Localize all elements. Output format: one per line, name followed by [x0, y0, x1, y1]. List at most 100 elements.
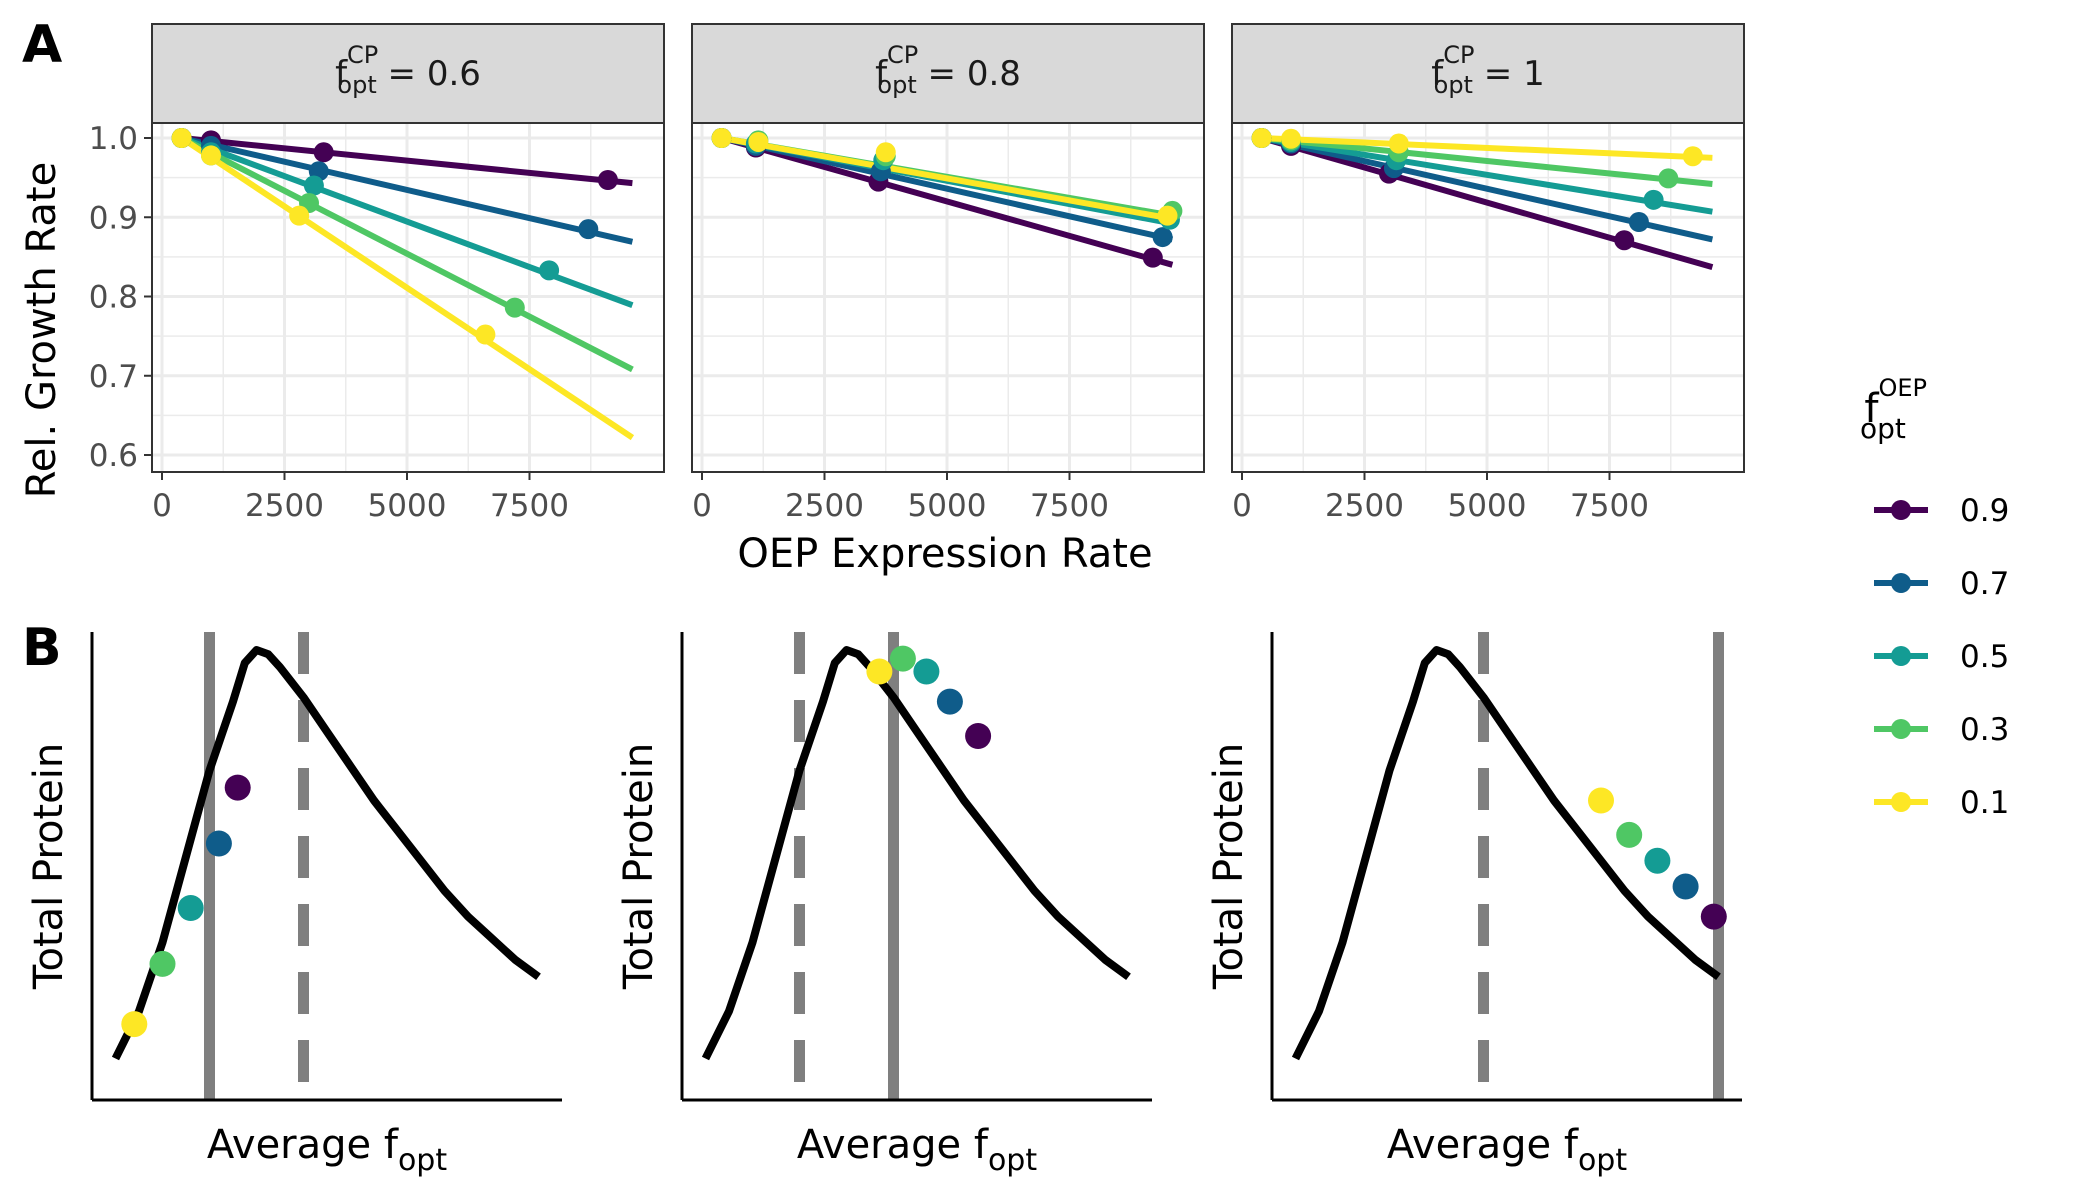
data-point-0.1 — [1281, 128, 1301, 149]
facet-strip — [691, 23, 1205, 124]
legend-item-label: 0.9 — [1960, 493, 2009, 529]
strip-label-sub: opt — [337, 71, 376, 99]
fit-line-0.7 — [180, 135, 634, 245]
x-tick-label: 7500 — [1030, 488, 1109, 524]
optimum-point-0.1 — [1588, 787, 1614, 814]
facet-strip — [1231, 23, 1745, 124]
strip-label-value: = 0.8 — [917, 54, 1021, 94]
legend-key-point-0.5 — [1891, 646, 1911, 666]
x-tick-label: 5000 — [368, 488, 447, 524]
y-tick-label: 0.6 — [89, 438, 138, 474]
optimum-point-0.1 — [121, 1011, 148, 1038]
y-axis-title: Total Protein — [616, 743, 662, 990]
y-axis-title: Total Protein — [1206, 743, 1252, 990]
data-point-0.7 — [578, 219, 599, 240]
fit-line-0.3 — [180, 135, 634, 373]
legend-item-label: 0.5 — [1960, 639, 2009, 675]
facet-strip-label: fCP opt = 1 — [1431, 41, 1544, 99]
y-tick-label: 0.7 — [89, 359, 138, 395]
optimum-point-0.3 — [149, 950, 176, 977]
strip-label-main: f — [335, 54, 348, 94]
strip-label-main: f — [1431, 54, 1444, 94]
optimum-point-0.5 — [913, 658, 940, 685]
strip-label-sup: CP — [347, 41, 378, 69]
data-point-0.5 — [1643, 189, 1664, 210]
x-tick-label: 7500 — [1570, 488, 1649, 524]
panel-a-facet-1: fCP opt = 0.6 0 2500 5000 7500 0.6 0.7 0.8 0.9 1.0 — [89, 23, 665, 524]
total-protein-curve — [111, 646, 541, 1061]
data-point-0.1 — [875, 142, 896, 163]
x-axis-title-sub: opt — [988, 1143, 1037, 1178]
fit-line-0.3 — [1261, 135, 1713, 187]
data-point-0.7 — [1628, 212, 1649, 233]
x-axis-title: Average fopt — [207, 1122, 447, 1178]
fit-line-0.5 — [180, 135, 634, 309]
strip-label-sub: opt — [1434, 71, 1473, 99]
optimum-point-0.7 — [936, 688, 963, 715]
data-point-0.1 — [171, 128, 192, 148]
x-axis-title-main: Average f — [207, 1122, 399, 1168]
x-tick-label: 7500 — [490, 488, 569, 524]
y-axis-title: Total Protein — [26, 743, 72, 990]
x-tick-label: 0 — [152, 488, 172, 524]
x-tick-label: 5000 — [1448, 488, 1527, 524]
x-tick-label: 2500 — [245, 488, 324, 524]
data-point-0.1 — [1388, 133, 1409, 154]
data-point-0.1 — [475, 324, 496, 345]
panel-letter-a: A — [22, 15, 62, 75]
facet-strip — [151, 23, 665, 124]
legend-key-point-0.3 — [1891, 719, 1911, 739]
data-point-0.1 — [748, 131, 769, 152]
panel-b-facet-3: Total Protein Average fopt — [1206, 632, 1742, 1178]
legend-item-label: 0.7 — [1960, 566, 2009, 602]
x-axis-title-sub: opt — [1578, 1143, 1627, 1178]
optimum-point-0.3 — [1616, 821, 1643, 848]
strip-label-value: = 0.6 — [377, 54, 481, 94]
data-point-0.1 — [711, 128, 732, 148]
fit-line-0.9 — [181, 135, 633, 187]
x-axis-title: Average fopt — [797, 1122, 1037, 1178]
optimum-point-0.9 — [1700, 903, 1727, 930]
strip-label-sub: opt — [877, 71, 916, 99]
panel-a-y-axis-title: Rel. Growth Rate — [19, 162, 65, 498]
total-protein-curve — [1291, 646, 1721, 1061]
optimum-point-0.5 — [1644, 847, 1671, 874]
panel-a: fCP opt = 0.60 2500 5000 75000.60.70.80.91.0… — [89, 23, 1745, 524]
legend-item-label: 0.3 — [1960, 712, 2009, 748]
data-point-0.1 — [201, 145, 221, 166]
data-point-0.1 — [1251, 128, 1272, 148]
legend-title: fOEP opt — [1860, 374, 1927, 445]
optimum-point-0.1 — [866, 658, 893, 685]
strip-label-main: f — [875, 54, 888, 94]
strip-label-sup: CP — [1443, 41, 1474, 69]
data-point-0.1 — [1682, 146, 1703, 167]
strip-label-sup: CP — [887, 41, 918, 69]
facet-strip-label: fCP opt = 0.8 — [875, 41, 1021, 99]
x-tick-label: 0 — [1232, 488, 1252, 524]
optimum-point-0.9 — [965, 723, 992, 749]
fit-line-0.1 — [179, 135, 635, 441]
facet-strip-label: fCP opt = 0.6 — [335, 41, 481, 99]
x-axis-title: Average fopt — [1387, 1122, 1627, 1178]
legend-title-sup: OEP — [1878, 374, 1927, 402]
fit-line-0.9 — [720, 135, 1174, 268]
legend-title-main: f — [1864, 386, 1879, 432]
y-tick-label: 0.8 — [89, 280, 138, 316]
optimum-point-0.9 — [224, 774, 251, 801]
x-tick-label: 2500 — [785, 488, 864, 524]
panel-a-x-axis-title: OEP Expression Rate — [737, 531, 1152, 577]
panel-a-facet-3: fCP opt = 1 0 2500 5000 7500 — [1231, 23, 1745, 524]
data-point-0.1 — [1157, 205, 1178, 226]
panel-b-facet-2: Total Protein Average fopt — [616, 632, 1152, 1178]
legend-key-point-0.1 — [1891, 792, 1911, 812]
panel-b-facet-1: Total Protein Average fopt — [26, 632, 562, 1178]
optimum-point-0.7 — [205, 830, 232, 857]
legend-key-point-0.9 — [1891, 500, 1911, 520]
y-tick-label: 0.9 — [89, 200, 138, 236]
legend: fOEP opt 0.9 0.7 0.5 0.3 0.1 — [1860, 374, 2009, 821]
x-tick-label: 0 — [692, 488, 712, 524]
optimum-point-0.3 — [889, 645, 916, 672]
data-point-0.9 — [313, 142, 334, 163]
